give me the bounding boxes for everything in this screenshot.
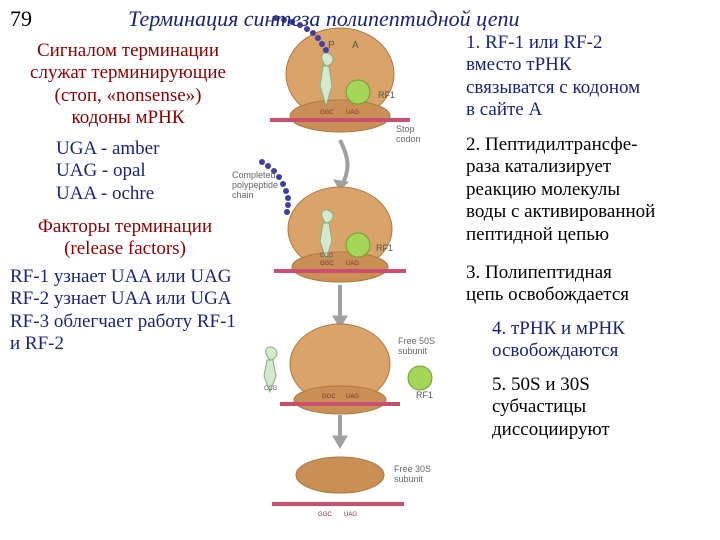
factors-heading-1: Факторы терминации [38, 216, 212, 237]
step2-l5: пептидной цепью [466, 224, 609, 245]
step-3: 3. Полипептидная цепь освобождается [466, 262, 706, 307]
svg-text:subunit: subunit [398, 346, 428, 356]
step1-l3: связыватся с кодоном [466, 77, 640, 98]
step1-l1: 1. RF-1 или RF-2 [466, 32, 602, 53]
factor-3: RF-3 облегчает работу RF-1 [10, 311, 236, 332]
svg-text:Free 30S: Free 30S [394, 464, 431, 474]
svg-text:UAG: UAG [346, 394, 359, 400]
svg-text:UAG: UAG [344, 512, 357, 518]
step5-l2: субчастицы [492, 396, 586, 417]
step2-l1: 2. Пептидилтрансфе- [466, 134, 637, 155]
step-2: 2. Пептидилтрансфе- раза катализирует ре… [466, 134, 716, 246]
step4-l1: 4. тРНК и мРНК [492, 318, 625, 339]
step1-l2: вместо тРНК [466, 54, 572, 75]
svg-text:RF1: RF1 [376, 243, 393, 253]
page-title: Терминация синтеза полипептидной цепи [128, 6, 519, 32]
svg-text:CCG: CCG [264, 386, 278, 392]
step5-l3: диссоциируют [492, 419, 610, 440]
stop-codons: UGA - amber UAG - opal UAA - ochre [56, 138, 159, 205]
step-4: 4. тРНК и мРНК освобождаются [492, 318, 712, 363]
release-factors: RF-1 узнает UAA или UAG RF-2 узнает UAA … [10, 266, 236, 356]
svg-text:Free 50S: Free 50S [398, 336, 435, 346]
svg-text:subunit: subunit [394, 474, 424, 484]
signal-line-1: Сигналом терминации [37, 40, 219, 61]
svg-text:GGC: GGC [320, 110, 334, 116]
signal-line-4: кодоны мРНК [71, 107, 184, 128]
factor-2: RF-2 узнает UAA или UGA [10, 288, 232, 309]
svg-text:codon: codon [396, 134, 421, 144]
page-number: 79 [10, 6, 32, 32]
svg-text:CCG: CCG [320, 253, 334, 259]
step-1: 1. RF-1 или RF-2 вместо тРНК связыватся … [466, 32, 706, 122]
svg-text:RF1: RF1 [416, 390, 433, 400]
factor-4: и RF-2 [10, 333, 64, 354]
svg-text:UAG: UAG [346, 110, 359, 116]
svg-text:GGC: GGC [318, 512, 332, 518]
step3-l2: цепь освобождается [466, 284, 629, 305]
codon-3: UAA - ochre [56, 183, 154, 204]
step5-l1: 5. 50S и 30S [492, 374, 590, 395]
svg-text:RF1: RF1 [378, 90, 395, 100]
signal-line-2: служат терминирующие [30, 62, 226, 83]
signal-line-3: (стоп, «nonsense») [55, 85, 202, 106]
signal-text: Сигналом терминации служат терминирующие… [18, 40, 238, 130]
svg-text:Stop: Stop [396, 124, 415, 134]
factors-heading-2: (release factors) [64, 238, 186, 259]
codon-2: UAG - opal [56, 160, 146, 181]
codon-1: UGA - amber [56, 138, 159, 159]
step3-l1: 3. Полипептидная [466, 262, 612, 283]
step2-l2: раза катализирует [466, 156, 611, 177]
svg-text:GGC: GGC [322, 394, 336, 400]
step2-l4: воды с активированной [466, 201, 655, 222]
factor-1: RF-1 узнает UAA или UAG [10, 266, 232, 287]
step1-l4: в сайте А [466, 99, 542, 120]
step2-l3: реакцию молекулы [466, 179, 620, 200]
factors-heading: Факторы терминации (release factors) [20, 216, 230, 261]
svg-text:A: A [352, 40, 359, 51]
svg-text:polypeptide: polypeptide [232, 180, 278, 190]
step-5: 5. 50S и 30S субчастицы диссоциируют [492, 374, 712, 441]
svg-text:UAG: UAG [346, 261, 359, 267]
step4-l2: освобождаются [492, 340, 618, 361]
svg-text:Completed: Completed [232, 170, 276, 180]
svg-text:chain: chain [232, 190, 254, 200]
svg-text:GGC: GGC [320, 261, 334, 267]
svg-text:P: P [328, 40, 335, 51]
